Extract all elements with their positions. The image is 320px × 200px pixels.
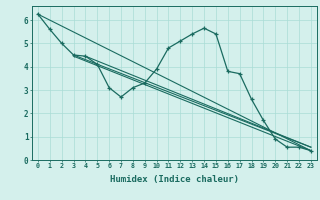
X-axis label: Humidex (Indice chaleur): Humidex (Indice chaleur) (110, 175, 239, 184)
